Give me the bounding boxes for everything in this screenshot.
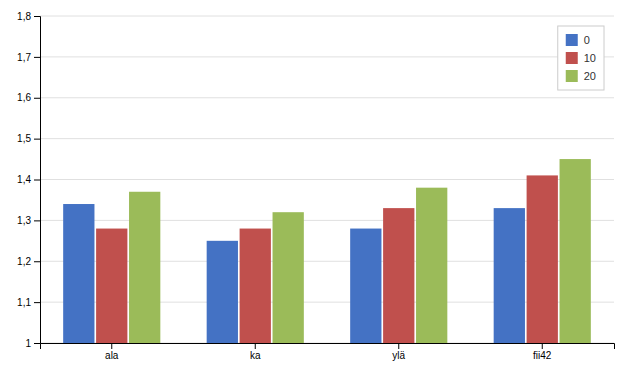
- tick: ala: [105, 343, 119, 361]
- plot: 1 1,1 1,2 1,3 1,4 1,5 1,6 1,7 1,8 ala ka ylä fii42 0 1…: [17, 11, 614, 361]
- legend-label: 0: [584, 34, 590, 46]
- bar: [383, 208, 414, 343]
- grid-line: [40, 56, 614, 57]
- grid-line: [40, 97, 614, 98]
- axis-line: [34, 17, 41, 344]
- bar: [96, 229, 127, 343]
- tick-mark: [34, 343, 40, 344]
- tick: fii42: [533, 343, 552, 361]
- y-axis: 1 1,1 1,2 1,3 1,4 1,5 1,6 1,7 1,8: [17, 11, 40, 349]
- legend-swatch: [566, 52, 578, 64]
- tick-label: 1,6: [17, 92, 31, 103]
- legend-box: [558, 26, 604, 90]
- tick-label: ala: [105, 350, 119, 361]
- tick-mark: [255, 343, 256, 349]
- tick-label: 1,1: [17, 297, 31, 308]
- tick: 1,6: [17, 92, 40, 103]
- legend-swatch: [566, 70, 578, 82]
- bar: [63, 204, 94, 343]
- legend-item: 10: [566, 52, 596, 64]
- tick-mark: [34, 16, 40, 17]
- grid: [40, 16, 614, 343]
- bar: [494, 208, 525, 343]
- legend-swatch: [566, 34, 578, 46]
- tick-label: 1: [25, 338, 31, 349]
- tick: 1: [25, 338, 40, 349]
- bar: [350, 229, 381, 343]
- tick-mark: [34, 180, 40, 181]
- tick-label: 1,7: [17, 52, 31, 63]
- legend-label: 10: [584, 52, 596, 64]
- legend: 0 10 20: [558, 26, 604, 90]
- tick-mark: [34, 98, 40, 99]
- tick: 1,3: [17, 215, 40, 226]
- tick: ylä: [392, 343, 405, 361]
- grid-line: [40, 16, 614, 17]
- grid-line: [40, 138, 614, 139]
- tick-label: 1,3: [17, 215, 31, 226]
- tick-mark: [34, 302, 40, 303]
- tick-label: ka: [250, 350, 261, 361]
- bar: [416, 188, 447, 343]
- tick-mark: [34, 220, 40, 221]
- x-axis: ala ka ylä fii42: [41, 343, 615, 361]
- tick: ka: [250, 343, 261, 361]
- bar: [129, 192, 160, 343]
- tick: 1,1: [17, 297, 40, 308]
- tick-mark: [34, 139, 40, 140]
- tick-mark: [542, 343, 543, 349]
- bar: [560, 159, 591, 343]
- legend-label: 20: [584, 70, 596, 82]
- axis-line: [41, 344, 615, 350]
- tick-mark: [34, 261, 40, 262]
- series: [96, 175, 558, 343]
- legend-item: 0: [566, 34, 590, 46]
- tick: 1,2: [17, 256, 40, 267]
- tick-mark: [398, 343, 399, 349]
- bar: [240, 229, 271, 343]
- bars: [63, 159, 591, 343]
- tick: 1,4: [17, 174, 40, 185]
- tick-label: 1,4: [17, 174, 31, 185]
- chart: 1 1,1 1,2 1,3 1,4 1,5 1,6 1,7 1,8 ala ka ylä fii42 0 1…: [0, 0, 630, 373]
- bar: [207, 241, 238, 343]
- tick-mark: [34, 57, 40, 58]
- tick-label: ylä: [392, 350, 405, 361]
- legend-item: 20: [566, 70, 596, 82]
- tick-label: 1,2: [17, 256, 31, 267]
- bar: [527, 175, 558, 343]
- tick-mark: [111, 343, 112, 349]
- series: [129, 159, 591, 343]
- tick-label: fii42: [533, 350, 552, 361]
- tick-label: 1,5: [17, 133, 31, 144]
- tick-label: 1,8: [17, 11, 31, 22]
- bar: [273, 212, 304, 343]
- tick: 1,5: [17, 133, 40, 144]
- tick: 1,7: [17, 52, 40, 63]
- tick: 1,8: [17, 11, 40, 22]
